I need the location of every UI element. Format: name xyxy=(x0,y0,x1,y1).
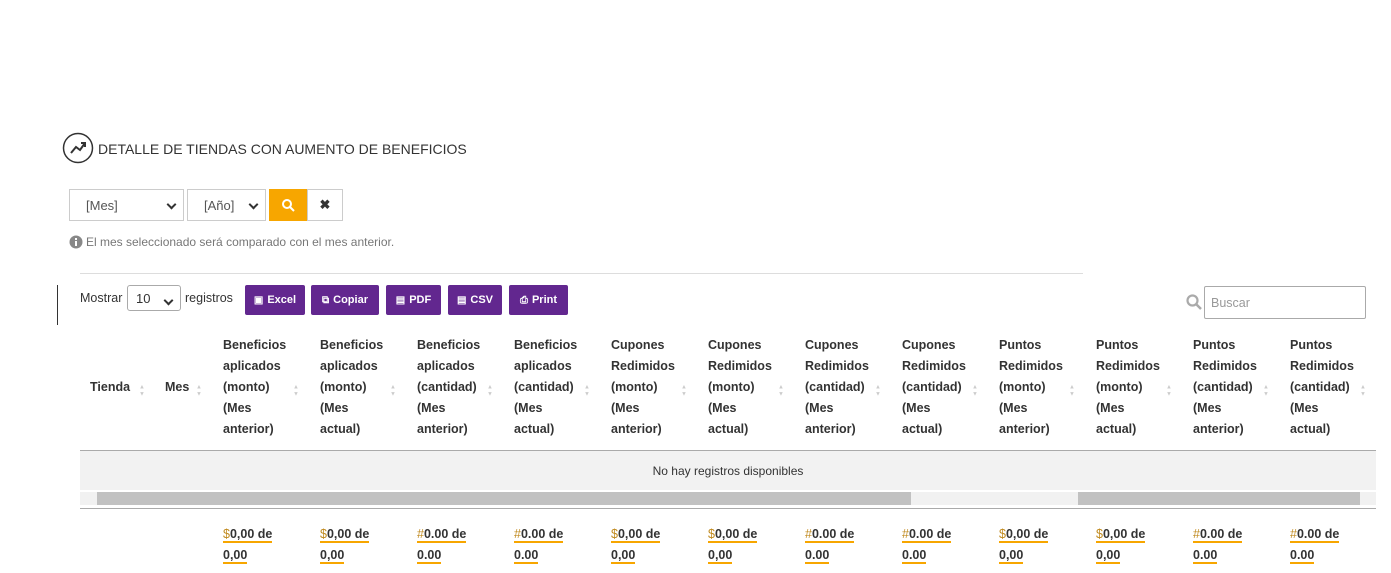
page-title: DETALLE DE TIENDAS CON AUMENTO DE BENEFI… xyxy=(98,141,467,157)
footer-total: $0,00 de 0,00 xyxy=(320,527,370,564)
footer-total: $0,00 de 0,00 xyxy=(611,527,661,564)
currency-symbol: $ xyxy=(611,527,618,541)
currency-symbol: # xyxy=(1193,527,1200,541)
search-button[interactable] xyxy=(269,189,307,221)
currency-symbol: # xyxy=(1290,527,1297,541)
column-header[interactable]: Cupones Redimidos (monto) (Mes anterior) xyxy=(600,335,697,451)
button-label: Excel xyxy=(267,294,297,306)
footer-cell: $0,00 de 0,00 xyxy=(697,509,794,567)
footer-value: 0.00 de 0.00 xyxy=(1290,527,1340,562)
currency-symbol: $ xyxy=(320,527,327,541)
footer-cell: $0,00 de 0,00 xyxy=(212,509,309,567)
footer-total: #0.00 de 0.00 xyxy=(1193,527,1243,564)
button-icon: ⧉ xyxy=(322,294,330,306)
column-header[interactable]: Beneficios aplicados (monto) (Mes anteri… xyxy=(212,335,309,451)
footer-total: #0.00 de 0.00 xyxy=(514,527,564,564)
footer-cell: #0.00 de 0.00 xyxy=(406,509,503,567)
footer-total: $0,00 de 0,00 xyxy=(708,527,758,564)
footer-total: #0.00 de 0.00 xyxy=(417,527,467,564)
button-label: Copiar xyxy=(333,294,368,306)
footer-total: #0.00 de 0.00 xyxy=(1290,527,1340,564)
currency-symbol: # xyxy=(902,527,909,541)
column-header[interactable]: Beneficios aplicados (cantidad) (Mes act… xyxy=(503,335,600,451)
button-icon: ▣ xyxy=(253,294,264,306)
info-icon xyxy=(69,235,83,249)
filter-note: El mes seleccionado será comparado con e… xyxy=(86,235,395,249)
divider-vertical xyxy=(57,285,58,325)
search-input[interactable]: Buscar xyxy=(1204,286,1366,319)
empty-message: No hay registros disponibles xyxy=(80,450,1376,490)
column-header[interactable]: Puntos Redimidos (monto) (Mes anterior) xyxy=(988,335,1085,451)
currency-symbol: $ xyxy=(223,527,230,541)
footer-total: $0,00 de 0,00 xyxy=(223,527,273,564)
column-header[interactable]: Beneficios aplicados (cantidad) (Mes ant… xyxy=(406,335,503,451)
footer-cell: $0,00 de 0,00 xyxy=(1085,509,1182,567)
length-label: Mostrar xyxy=(80,291,123,305)
page-size-select[interactable]: 10 xyxy=(127,285,181,311)
column-header[interactable]: Mes xyxy=(155,335,212,451)
footer-value: 0.00 de 0.00 xyxy=(417,527,467,562)
column-header[interactable]: Puntos Redimidos (cantidad) (Mes actual) xyxy=(1279,335,1376,451)
footer-value: 0,00 de 0,00 xyxy=(320,527,370,562)
button-label: Print xyxy=(531,294,558,306)
button-label: CSV xyxy=(470,294,494,306)
footer-total: $0,00 de 0,00 xyxy=(1096,527,1146,564)
clear-button[interactable]: ✖ xyxy=(307,189,343,221)
footer-value: 0.00 de 0.00 xyxy=(514,527,564,562)
footer-cell: #0.00 de 0.00 xyxy=(1279,509,1376,567)
currency-symbol: $ xyxy=(708,527,715,541)
year-select[interactable]: [Año] xyxy=(187,189,266,221)
column-header[interactable]: Cupones Redimidos (monto) (Mes actual) xyxy=(697,335,794,451)
export-button[interactable]: ▤ CSV xyxy=(448,285,502,315)
column-header[interactable]: Beneficios aplicados (monto) (Mes actual… xyxy=(309,335,406,451)
button-icon: ⎙ xyxy=(519,294,528,306)
footer-cell: $0,00 de 0,00 xyxy=(988,509,1085,567)
search-icon xyxy=(1186,294,1202,310)
currency-symbol: # xyxy=(417,527,424,541)
month-select[interactable]: [Mes] xyxy=(69,189,184,221)
footer-total: #0.00 de 0.00 xyxy=(902,527,952,564)
footer-value: 0,00 de 0,00 xyxy=(708,527,758,562)
scrollbar xyxy=(80,490,1376,509)
footer-value: 0,00 de 0,00 xyxy=(611,527,661,562)
footer-value: 0.00 de 0.00 xyxy=(1193,527,1243,562)
export-button[interactable]: ⎙ Print xyxy=(509,285,568,315)
footer-total: #0.00 de 0.00 xyxy=(805,527,855,564)
footer-cell: $0,00 de 0,00 xyxy=(600,509,697,567)
footer-value: 0,00 de 0,00 xyxy=(223,527,273,562)
column-header[interactable]: Puntos Redimidos (monto) (Mes actual) xyxy=(1085,335,1182,451)
currency-symbol: $ xyxy=(1096,527,1103,541)
button-icon: ▤ xyxy=(456,294,467,306)
export-button[interactable]: ⧉ Copiar xyxy=(311,285,379,315)
column-header[interactable]: Cupones Redimidos (cantidad) (Mes actual… xyxy=(891,335,988,451)
currency-symbol: # xyxy=(514,527,521,541)
footer-value: 0,00 de 0,00 xyxy=(999,527,1049,562)
currency-symbol: # xyxy=(805,527,812,541)
column-header[interactable]: Tienda xyxy=(80,335,155,451)
length-label: registros xyxy=(185,291,233,305)
footer-cell: #0.00 de 0.00 xyxy=(503,509,600,567)
data-table: TiendaMesBeneficios aplicados (monto) (M… xyxy=(80,335,1376,566)
footer-value: 0,00 de 0,00 xyxy=(1096,527,1146,562)
footer-cell: $0,00 de 0,00 xyxy=(309,509,406,567)
button-label: PDF xyxy=(409,294,432,306)
column-header[interactable]: Cupones Redimidos (cantidad) (Mes anteri… xyxy=(794,335,891,451)
divider xyxy=(80,273,1083,274)
column-header[interactable]: Puntos Redimidos (cantidad) (Mes anterio… xyxy=(1182,335,1279,451)
button-icon: ▤ xyxy=(395,294,406,306)
footer-cell: #0.00 de 0.00 xyxy=(1182,509,1279,567)
footer-value: 0.00 de 0.00 xyxy=(902,527,952,562)
export-button[interactable]: ▤ PDF xyxy=(386,285,441,315)
footer-cell: #0.00 de 0.00 xyxy=(891,509,988,567)
footer-value: 0.00 de 0.00 xyxy=(805,527,855,562)
footer-total: $0,00 de 0,00 xyxy=(999,527,1049,564)
chart-icon xyxy=(62,132,94,164)
currency-symbol: $ xyxy=(999,527,1006,541)
export-button[interactable]: ▣ Excel xyxy=(245,285,305,315)
footer-cell: #0.00 de 0.00 xyxy=(794,509,891,567)
